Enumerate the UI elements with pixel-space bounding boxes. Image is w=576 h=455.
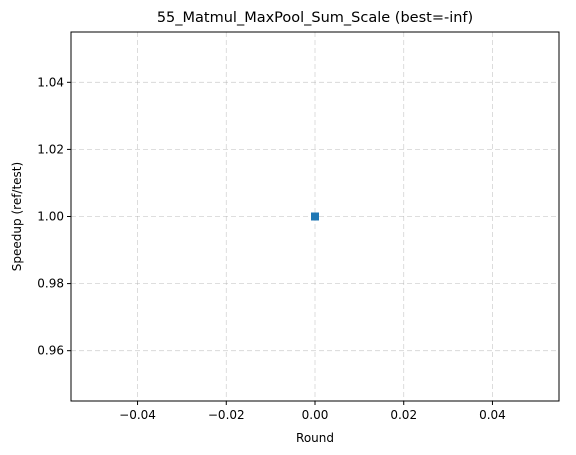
y-axis-ticks: 0.96 0.98 1.00 1.02 1.04: [37, 75, 71, 357]
chart-title: 55_Matmul_MaxPool_Sum_Scale (best=-inf): [157, 10, 473, 26]
data-point: [311, 213, 319, 221]
x-tick-label: 0.04: [479, 408, 506, 422]
x-tick-label: 0.02: [390, 408, 417, 422]
x-tick-label: −0.02: [208, 408, 245, 422]
data-layer: [311, 213, 319, 221]
y-tick-label: 0.98: [37, 277, 64, 291]
y-tick-label: 1.00: [37, 210, 64, 224]
y-tick-label: 1.02: [37, 142, 64, 156]
y-tick-label: 1.04: [37, 75, 64, 89]
x-tick-label: 0.00: [302, 408, 329, 422]
y-axis-label: Speedup (ref/test): [10, 162, 24, 271]
x-axis-label: Round: [296, 431, 334, 445]
x-axis-ticks: −0.04 −0.02 0.00 0.02 0.04: [119, 401, 506, 422]
y-tick-label: 0.96: [37, 344, 64, 358]
x-tick-label: −0.04: [119, 408, 156, 422]
